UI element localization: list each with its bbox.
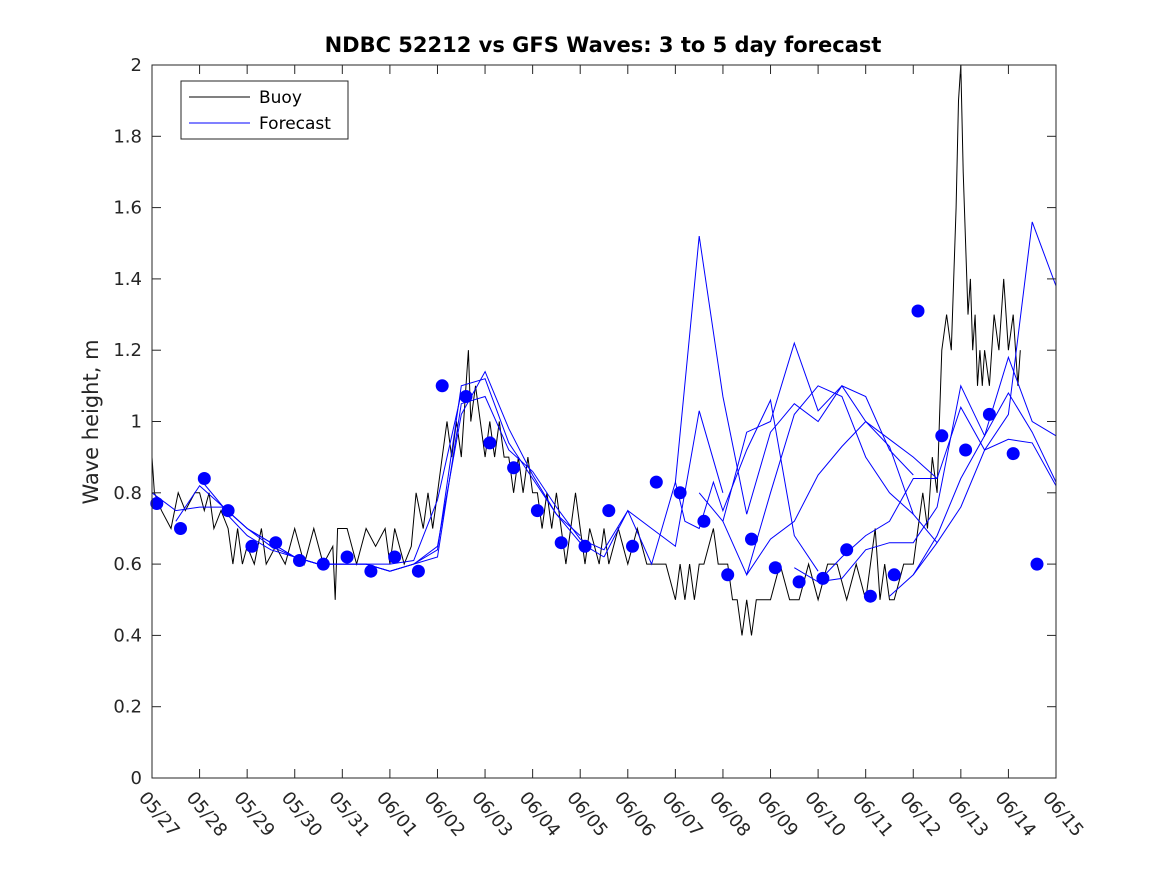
forecast-marker <box>935 429 949 443</box>
forecast-marker <box>673 486 687 500</box>
forecast-marker <box>530 504 544 518</box>
forecast-run-line-6 <box>674 236 914 515</box>
forecast-run-line-11 <box>818 355 1057 583</box>
legend: Buoy Forecast <box>180 80 349 140</box>
forecast-run-line-10 <box>794 221 1057 583</box>
forecast-marker <box>197 472 211 485</box>
forecast-marker <box>911 304 925 318</box>
forecast-marker <box>602 504 616 518</box>
forecast-marker <box>554 536 568 550</box>
y-tick-label: 0 <box>131 768 142 789</box>
y-tick-label: 0.2 <box>113 697 142 718</box>
y-tick-label: 1 <box>131 412 142 433</box>
forecast-run-line-8 <box>722 385 914 577</box>
forecast-marker <box>435 379 449 393</box>
legend-box <box>180 80 349 140</box>
forecast-marker <box>364 564 378 578</box>
forecast-marker <box>411 564 425 578</box>
buoy-series-line <box>151 64 1021 636</box>
forecast-run-line-12 <box>889 392 1057 597</box>
forecast-marker <box>840 543 854 557</box>
forecast-run-line-4 <box>223 395 724 572</box>
forecast-marker <box>959 443 973 457</box>
forecast-marker <box>293 554 306 567</box>
forecast-marker <box>816 571 830 585</box>
forecast-marker <box>578 539 592 553</box>
forecast-run-line-13 <box>912 438 1057 576</box>
forecast-marker <box>721 568 735 582</box>
forecast-marker <box>982 407 996 421</box>
forecast-marker <box>459 390 473 403</box>
forecast-marker <box>340 550 354 564</box>
forecast-marker <box>792 575 806 589</box>
y-tick-label: 0.6 <box>113 554 142 575</box>
y-tick-label: 1.6 <box>113 198 142 219</box>
forecast-run-line-5 <box>603 398 819 572</box>
chart-title: NDBC 52212 vs GFS Waves: 3 to 5 day fore… <box>325 33 882 57</box>
forecast-run-line-9 <box>746 420 938 576</box>
forecast-marker <box>745 532 758 546</box>
plot-area <box>150 64 1057 636</box>
y-tick-label: 1.2 <box>113 340 142 361</box>
y-tick-label: 0.4 <box>113 625 142 646</box>
forecast-run-line-7 <box>698 341 938 523</box>
forecast-marker <box>863 589 877 603</box>
y-axis-label: Wave height, m <box>79 339 103 504</box>
legend-buoy-label: Buoy <box>259 88 302 108</box>
forecast-marker <box>1030 557 1044 571</box>
forecast-marker <box>697 514 711 528</box>
forecast-marker <box>269 536 283 550</box>
forecast-marker <box>887 568 901 582</box>
forecast-marker <box>507 461 521 475</box>
forecast-marker <box>316 557 330 571</box>
forecast-marker <box>649 475 663 489</box>
forecast-marker <box>483 436 497 450</box>
forecast-marker <box>388 550 402 564</box>
legend-forecast-label: Forecast <box>259 114 331 134</box>
forecast-marker <box>245 539 259 553</box>
y-tick-label: 0.8 <box>113 483 142 504</box>
forecast-marker <box>1006 447 1020 461</box>
forecast-marker <box>150 497 164 510</box>
y-tick-label: 1.4 <box>113 269 142 290</box>
forecast-marker <box>626 539 639 553</box>
forecast-marker <box>174 522 187 535</box>
y-tick-label: 2 <box>131 55 142 76</box>
forecast-marker <box>768 561 782 575</box>
y-tick-label: 1.8 <box>113 126 142 147</box>
forecast-marker <box>221 504 235 518</box>
